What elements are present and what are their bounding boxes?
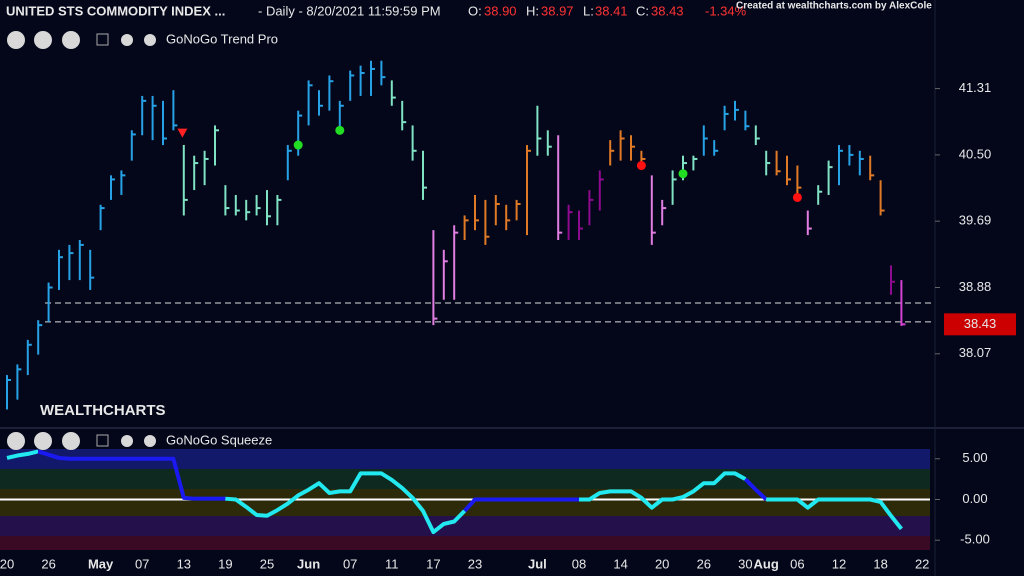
signal-dot bbox=[335, 125, 345, 135]
squeeze-line bbox=[766, 497, 903, 531]
signal-triangle bbox=[177, 128, 188, 138]
x-tick-label: 26 bbox=[697, 556, 711, 571]
credit: Created at wealthcharts.com by AlexCole bbox=[736, 1, 932, 12]
x-tick-label: 12 bbox=[832, 556, 846, 571]
x-tick-label: 13 bbox=[177, 556, 191, 571]
x-tick-label: 26 bbox=[41, 556, 55, 571]
x-tick-label: 25 bbox=[260, 556, 274, 571]
ohlc-value: 38.43 bbox=[651, 3, 684, 18]
x-tick-label: 20 bbox=[655, 556, 669, 571]
brand: WEALTHCHARTS bbox=[40, 402, 166, 419]
x-tick-label: 30 bbox=[738, 556, 752, 571]
squeeze-line bbox=[6, 449, 39, 460]
x-tick-label: 14 bbox=[613, 556, 627, 571]
info: - Daily - 8/20/2021 11:59:59 PM bbox=[258, 3, 441, 18]
x-tick-label: 19 bbox=[218, 556, 232, 571]
ohlc-label: C: bbox=[636, 3, 649, 18]
y-tick-label: 39.69 bbox=[959, 213, 992, 228]
x-tick-label: May bbox=[88, 556, 114, 571]
y-tick-label: 38.07 bbox=[959, 345, 992, 360]
y-tick-label: 38.88 bbox=[959, 279, 992, 294]
squeeze-line bbox=[579, 471, 747, 510]
x-tick-label: 22 bbox=[915, 556, 929, 571]
x-tick-label: Aug bbox=[754, 556, 779, 571]
x-tick-label: 18 bbox=[873, 556, 887, 571]
y-tick-label: -5.00 bbox=[960, 532, 990, 547]
toolbar[interactable] bbox=[7, 432, 156, 450]
y-tick-label: 0.00 bbox=[962, 491, 987, 506]
x-tick-label: 17 bbox=[426, 556, 440, 571]
y-tick-label: 41.31 bbox=[959, 80, 992, 95]
ohlc-value: 38.90 bbox=[484, 3, 517, 18]
x-tick-label: 07 bbox=[135, 556, 149, 571]
x-tick-label: 07 bbox=[343, 556, 357, 571]
plot: 41.31 40.50 39.69 38.88 38.07 38.43 20 26 May 07 1… bbox=[0, 60, 1016, 571]
squeeze-line bbox=[463, 497, 579, 513]
x-tick-label: 23 bbox=[468, 556, 482, 571]
signal-dot bbox=[792, 192, 802, 202]
squeeze-line bbox=[225, 471, 467, 535]
last-price: 38.43 bbox=[964, 316, 997, 331]
signal-dot bbox=[636, 161, 646, 171]
x-tick-label: 06 bbox=[790, 556, 804, 571]
squeeze-bands bbox=[0, 449, 930, 550]
signal-dot bbox=[678, 169, 688, 179]
panel-title: GoNoGo Squeeze bbox=[166, 432, 272, 447]
toolbar[interactable] bbox=[7, 31, 156, 49]
x-tick-label: 08 bbox=[572, 556, 586, 571]
panel-title: GoNoGo Trend Pro bbox=[166, 31, 278, 46]
signal-dot bbox=[293, 140, 303, 150]
ohlc-value: 38.97 bbox=[541, 3, 574, 18]
ohlc-label: O: bbox=[468, 3, 482, 18]
x-tick-label: 11 bbox=[385, 556, 399, 571]
ohlc-label: L: bbox=[583, 3, 594, 18]
ohlc-value: 38.41 bbox=[595, 3, 628, 18]
x-tick-label: Jun bbox=[297, 556, 320, 571]
y-tick-label: 5.00 bbox=[962, 450, 987, 465]
last-price-box bbox=[944, 313, 1016, 336]
ohlc-label: H: bbox=[526, 3, 539, 18]
squeeze-line bbox=[743, 477, 768, 501]
x-tick-label: 20 bbox=[0, 556, 14, 571]
y-tick-label: 40.50 bbox=[959, 146, 992, 161]
x-tick-label: Jul bbox=[528, 556, 547, 571]
change: -1.34% bbox=[705, 3, 747, 18]
symbol: UNITED STS COMMODITY INDEX ... bbox=[6, 3, 225, 18]
squeeze-line bbox=[37, 449, 226, 501]
